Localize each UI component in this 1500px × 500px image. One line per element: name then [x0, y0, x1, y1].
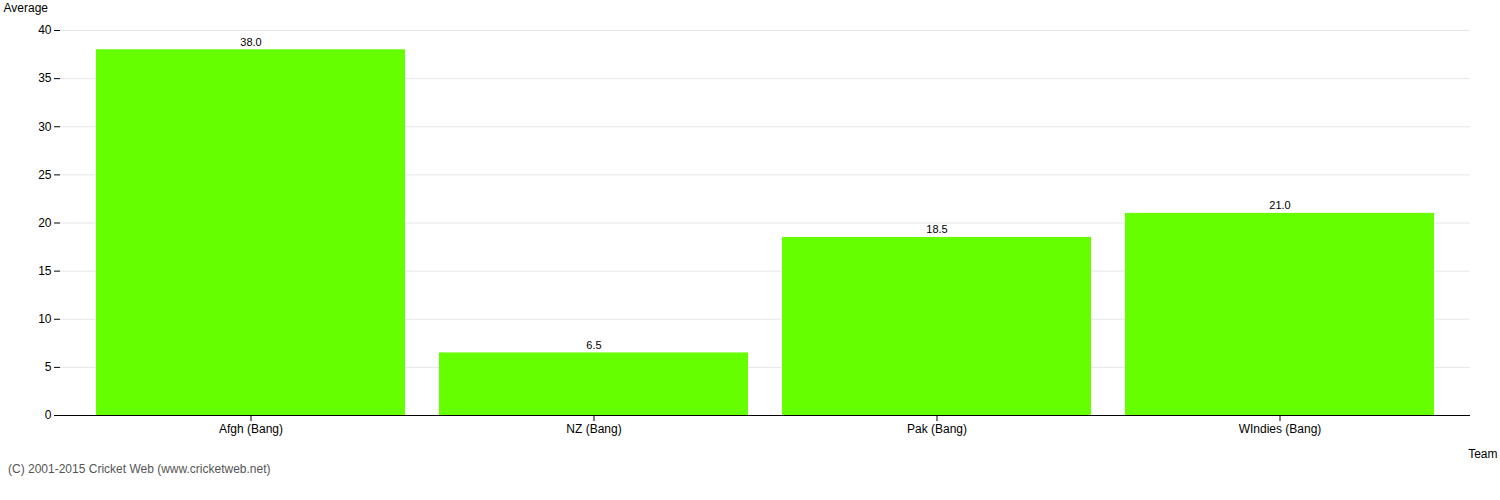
svg-text:25: 25	[38, 168, 52, 182]
svg-text:Afgh (Bang): Afgh (Bang)	[219, 422, 283, 436]
svg-text:Team: Team	[1468, 447, 1497, 461]
svg-text:WIndies (Bang): WIndies (Bang)	[1239, 422, 1322, 436]
svg-text:18.5: 18.5	[926, 223, 947, 235]
svg-text:35: 35	[38, 71, 52, 85]
svg-text:40: 40	[38, 23, 52, 37]
svg-text:38.0: 38.0	[240, 36, 261, 48]
svg-text:15: 15	[38, 264, 52, 278]
svg-text:30: 30	[38, 120, 52, 134]
svg-text:NZ (Bang): NZ (Bang)	[566, 422, 621, 436]
svg-text:Average: Average	[4, 1, 49, 15]
svg-text:20: 20	[38, 216, 52, 230]
svg-text:21.0: 21.0	[1269, 199, 1290, 211]
svg-text:0: 0	[45, 408, 52, 422]
html-text:(C) 2001-2015 Cricket Web (www: (C) 2001-2015 Cricket Web (www.cricketwe…	[8, 462, 271, 476]
svg-text:6.5: 6.5	[586, 339, 601, 351]
svg-text:5: 5	[45, 360, 52, 374]
svg-text:Pak (Bang): Pak (Bang)	[907, 422, 967, 436]
svg-text:10: 10	[38, 312, 52, 326]
